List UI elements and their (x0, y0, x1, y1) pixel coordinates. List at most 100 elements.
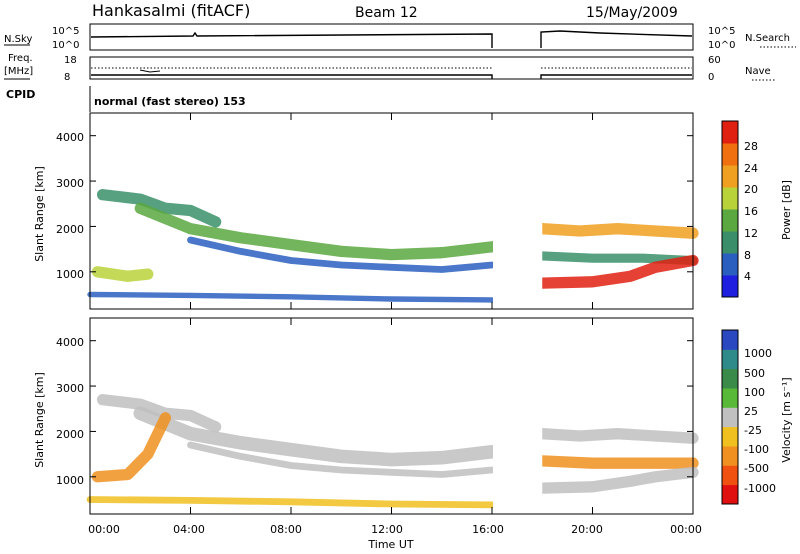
power-ytick: 3000 (56, 177, 84, 190)
velocity-colorbar-segment (722, 349, 738, 370)
velocity-band (536, 428, 699, 444)
nave-tick-top: 60 (708, 55, 721, 66)
power-ytick: 2000 (56, 223, 84, 236)
velocity-colorbar-segment (722, 446, 738, 466)
velocity-cbar-label: Velocity [m s⁻¹] (780, 377, 793, 462)
power-cbar-tick: 8 (744, 249, 751, 262)
velocity-cbar-tick: 25 (744, 405, 758, 418)
x-tick-label: 12:00 (371, 523, 403, 536)
velocity-cbar-tick: -100 (744, 443, 769, 456)
velocity-ytick: 3000 (56, 382, 84, 395)
velocity-cbar-tick: -500 (744, 462, 769, 475)
nsky-label: N.Sky (4, 34, 32, 45)
power-ytick: 4000 (56, 131, 84, 144)
power-colorbar-segment (722, 165, 738, 188)
power-frame (89, 112, 694, 310)
velocity-colorbar-frame (721, 329, 739, 505)
power-panel: Slant Range [km] 1000 2000 3000 4000 (33, 112, 699, 310)
beam-label: Beam 12 (355, 5, 418, 21)
power-cbar-tick: 12 (744, 227, 758, 240)
nsearch-tick-top: 10^5 (708, 26, 735, 37)
power-ylabel: Slant Range [km] (33, 166, 46, 262)
velocity-data-gap (493, 319, 543, 513)
velocity-plot-area (86, 318, 699, 514)
freq-unit: [MHz] (4, 66, 33, 77)
x-axis-label: Time UT (367, 538, 413, 551)
velocity-ytick: 4000 (56, 336, 84, 349)
date-label: 15/May/2009 (586, 5, 678, 21)
velocity-cbar-tick: -25 (744, 424, 762, 437)
velocity-colorbar-segment (722, 484, 738, 505)
nsky-panel: N.Sky 10^5 10^0 10^5 10^0 N.Search (4, 23, 796, 51)
freq-trace (91, 74, 692, 79)
velocity-colorbar-segment (722, 426, 738, 447)
x-tick-label: 20:00 (571, 523, 603, 536)
power-colorbar-segment (722, 231, 738, 254)
velocity-ylabel: Slant Range [km] (33, 372, 46, 468)
nsearch-label: N.Search (745, 33, 790, 44)
velocity-y-ticks: 1000 2000 3000 4000 (56, 336, 84, 487)
nave-label: Nave (745, 66, 771, 77)
velocity-cbar-tick: 1000 (744, 347, 772, 360)
velocity-ytick: 1000 (56, 474, 84, 487)
freq-panel: Freq. [MHz] 18 8 60 0 Nave (4, 53, 776, 83)
power-cbar-tick: 24 (744, 162, 758, 175)
x-tick-label: 00:00 (670, 523, 702, 536)
power-colorbar-frame (721, 120, 739, 298)
velocity-frame (89, 317, 694, 515)
velocity-colorbar: 1000 500 100 25 -25 -100 -500 -1000 Velo… (721, 329, 793, 505)
power-cbar-tick: 20 (744, 183, 758, 196)
x-tick-label: 16:00 (472, 523, 504, 536)
power-cbar-tick: 16 (744, 205, 758, 218)
velocity-colorbar-segment (722, 465, 738, 486)
station-title: Hankasalmi (fitACF) (92, 1, 250, 20)
power-colorbar-segment (722, 209, 738, 232)
velocity-band (187, 441, 496, 478)
nsky-trace (90, 30, 693, 48)
velocity-colorbar-segment (722, 368, 738, 389)
velocity-cbar-tick: 100 (744, 386, 765, 399)
velocity-colorbar-segment (722, 388, 738, 408)
power-colorbar-segment (722, 187, 738, 210)
power-cbar-label: Power [dB] (780, 180, 793, 240)
cpid-text: normal (fast stereo) 153 (94, 95, 246, 108)
power-colorbar-segment (722, 121, 738, 144)
nsky-frame (89, 23, 694, 51)
cpid-label: CPID (6, 88, 35, 101)
power-band (187, 236, 496, 273)
freq-tick-bottom: 8 (64, 72, 70, 83)
power-colorbar: 28 24 20 16 12 8 4 Power [dB] (721, 120, 793, 298)
velocity-cbar-tick: -1000 (744, 482, 776, 495)
power-band (96, 189, 222, 228)
power-data-gap (493, 114, 543, 308)
power-y-ticks: 1000 2000 3000 4000 (56, 131, 84, 281)
power-band (87, 291, 495, 303)
velocity-band (536, 455, 699, 469)
velocity-ytick: 2000 (56, 428, 84, 441)
nsky-tick-top: 10^5 (52, 26, 79, 37)
power-plot-area (87, 113, 699, 309)
nsearch-tick-bottom: 10^0 (708, 40, 735, 51)
velocity-colorbar-segment (722, 407, 738, 428)
freq-dip (139, 69, 161, 73)
nave-tick-bottom: 0 (708, 72, 714, 83)
velocity-band (91, 412, 172, 483)
power-band (91, 266, 154, 282)
velocity-panel: Slant Range [km] 1000 2000 3000 4000 (33, 317, 699, 515)
freq-tick-top: 18 (64, 55, 77, 66)
velocity-band (536, 466, 699, 494)
x-tick-label: 08:00 (270, 523, 302, 536)
velocity-cbar-tick: 500 (744, 367, 765, 380)
power-colorbar-segment (722, 253, 738, 276)
power-cbar-tick: 28 (744, 140, 758, 153)
freq-label: Freq. (8, 53, 33, 64)
power-ytick: 1000 (56, 268, 84, 281)
power-band (134, 202, 498, 261)
power-colorbar-segment (722, 275, 738, 298)
freq-frame (89, 56, 694, 80)
nsky-tick-bottom: 10^0 (52, 40, 79, 51)
velocity-colorbar-segment (722, 330, 738, 350)
power-colorbar-segment (722, 143, 738, 166)
power-band (536, 254, 699, 289)
